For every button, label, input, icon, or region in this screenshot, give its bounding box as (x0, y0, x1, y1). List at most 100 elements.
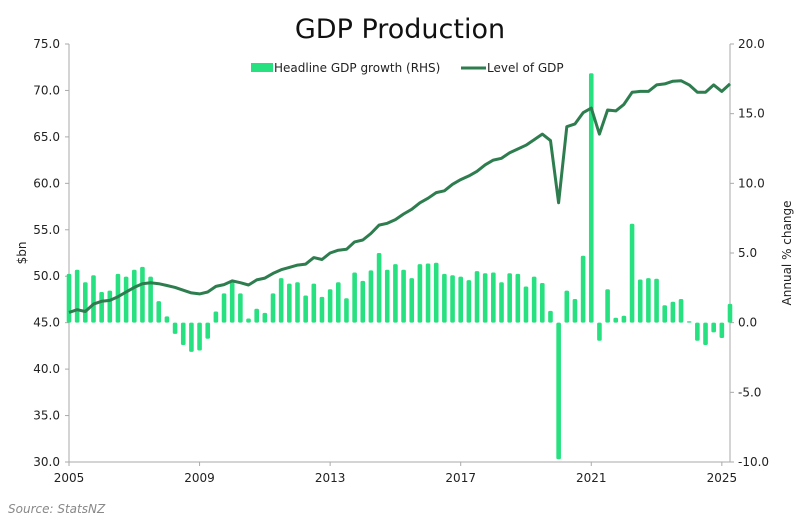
growth-bar (189, 322, 194, 352)
growth-bar (180, 322, 186, 345)
left-tick-label: 35.0 (33, 409, 60, 423)
growth-bar (686, 321, 692, 323)
growth-bar (246, 318, 251, 323)
x-tick-label: 2005 (54, 471, 85, 485)
growth-bar (368, 270, 374, 323)
chart-title: GDP Production (294, 14, 506, 45)
x-tick-label: 2025 (707, 471, 738, 485)
growth-bar (646, 278, 651, 323)
growth-bar (344, 298, 349, 323)
growth-bar (156, 301, 162, 323)
right-axis-title: Annual % change (780, 201, 794, 306)
growth-bar (597, 322, 602, 341)
legend-label-growth: Headline GDP growth (RHS) (274, 61, 440, 75)
growth-bar (335, 282, 341, 323)
growth-bar (148, 276, 153, 323)
left-tick-label: 75.0 (33, 37, 60, 51)
x-tick-label: 2021 (576, 471, 607, 485)
right-tick-label: 0.0 (738, 316, 757, 330)
growth-bar (727, 303, 733, 323)
growth-bar (695, 322, 700, 341)
left-axis-title: $bn (15, 242, 29, 265)
growth-bar (327, 289, 333, 323)
growth-bar (360, 280, 366, 323)
growth-bar (107, 290, 113, 323)
growth-bar (556, 322, 561, 460)
x-tick-label: 2017 (445, 471, 476, 485)
growth-bar (711, 322, 716, 333)
left-tick-label: 30.0 (33, 455, 60, 469)
growth-bar (719, 322, 725, 338)
growth-bar (531, 276, 537, 323)
growth-bar (499, 282, 504, 323)
growth-bar (442, 273, 447, 323)
growth-bar (131, 269, 137, 323)
growth-bar (580, 255, 586, 323)
x-tick-label: 2013 (315, 471, 346, 485)
growth-bar (270, 293, 276, 323)
growth-bar (425, 263, 431, 323)
growth-bar (393, 264, 398, 323)
right-tick-label: 10.0 (738, 176, 765, 190)
left-tick-label: 50.0 (33, 269, 60, 283)
right-tick-label: 5.0 (738, 246, 757, 260)
growth-bar (433, 262, 439, 323)
source-note: Source: StatsNZ (8, 502, 106, 516)
left-tick-label: 40.0 (33, 362, 60, 376)
growth-bar (83, 282, 88, 323)
growth-bar (466, 280, 472, 323)
growth-bar (482, 273, 488, 323)
growth-bar (548, 310, 553, 323)
growth-bar (384, 269, 390, 323)
growth-bar (474, 271, 480, 323)
growth-bar (376, 253, 382, 323)
growth-bar (637, 279, 643, 323)
growth-bar (572, 298, 578, 323)
growth-bar (221, 293, 227, 323)
growth-bar (613, 317, 619, 323)
growth-bar (99, 292, 104, 323)
growth-bar (311, 283, 317, 323)
growth-bar (417, 264, 423, 323)
x-tick-label: 2009 (184, 471, 215, 485)
growth-bar (409, 278, 415, 323)
legend-label-level: Level of GDP (487, 61, 564, 75)
growth-bar (205, 322, 211, 339)
growth-bar (458, 276, 464, 323)
growth-bar (229, 282, 235, 323)
growth-bar (140, 266, 145, 323)
growth-bar (654, 278, 659, 323)
right-tick-label: -5.0 (738, 385, 761, 399)
growth-bar (287, 283, 292, 323)
growth-bar (491, 272, 496, 323)
growth-bar (605, 289, 610, 323)
growth-bar (66, 273, 72, 323)
left-tick-label: 70.0 (33, 83, 60, 97)
growth-bar (74, 269, 80, 323)
growth-bar (278, 278, 284, 323)
growth-bar (523, 286, 529, 323)
growth-bar (662, 305, 668, 323)
growth-bar (295, 282, 300, 323)
right-tick-label: 15.0 (738, 107, 765, 121)
growth-bar (254, 308, 259, 323)
right-tick-label: -10.0 (738, 455, 769, 469)
growth-bar (678, 298, 684, 323)
growth-bar (507, 273, 512, 323)
growth-bar (352, 272, 357, 323)
left-tick-label: 60.0 (33, 176, 60, 190)
growth-bar (238, 293, 243, 323)
left-tick-label: 45.0 (33, 316, 60, 330)
growth-bar (213, 311, 219, 323)
left-tick-label: 55.0 (33, 223, 60, 237)
right-tick-label: 20.0 (738, 37, 765, 51)
growth-bar (588, 73, 594, 323)
legend-swatch-growth (251, 63, 273, 72)
left-tick-label: 65.0 (33, 130, 60, 144)
growth-bar (401, 269, 406, 323)
growth-bar (670, 301, 676, 323)
growth-bar (123, 276, 129, 323)
gdp-level-line (68, 79, 732, 314)
growth-bar (564, 290, 570, 323)
